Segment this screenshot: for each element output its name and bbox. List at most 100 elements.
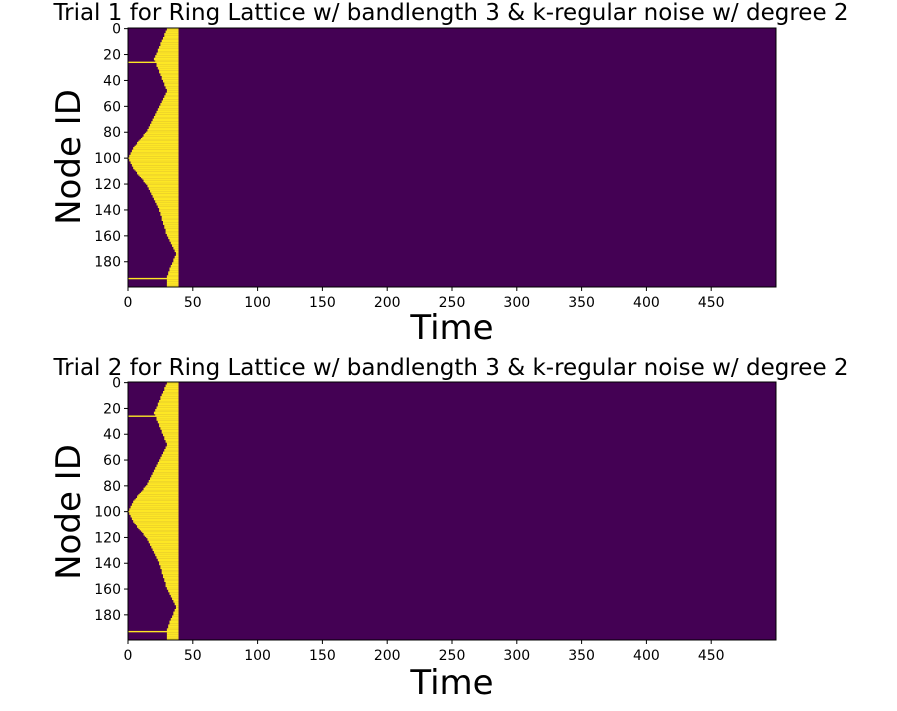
heatmap-row-active-node-192 (166, 629, 179, 632)
heatmap-row-active-node-113 (138, 174, 179, 176)
heatmap-row-active-node-129 (152, 548, 179, 550)
heatmap-row-active-node-34 (159, 425, 179, 428)
plot-area: 0 50 100 150 200 250 300 350 400 450 0 20 40 60 80 100 1… (94, 22, 777, 311)
x-tick-label: 300 (503, 648, 530, 664)
heatmap-row-active-node-54 (162, 451, 179, 453)
heatmap-row-active-node-28 (156, 64, 179, 66)
heatmap-row-active-node-1 (166, 383, 179, 385)
heatmap-row-active-node-99 (129, 156, 179, 158)
heatmap-row-active-node-48 (166, 90, 179, 92)
heatmap-row-active-node-182 (172, 616, 179, 619)
heatmap-row-active-node-168 (172, 598, 179, 601)
heatmap-row-active-node-156 (165, 583, 179, 585)
y-tick-label: 100 (94, 151, 121, 167)
heatmap-row-active-node-110 (135, 523, 179, 526)
heatmap-row-active-node-109 (134, 169, 179, 171)
heatmap-row-active-node-20 (156, 407, 179, 410)
heatmap-row-active-node-187 (169, 623, 179, 625)
heatmap-row-active-node-39 (161, 78, 179, 80)
heatmap-row-active-node-122 (147, 539, 179, 541)
heatmap-row-active-node-121 (147, 184, 179, 187)
heatmap-row-active-node-50 (165, 446, 179, 448)
heatmap-background (128, 28, 776, 287)
heatmap-row-active-node-37 (161, 75, 179, 78)
heatmap-row-active-node-79 (147, 130, 179, 132)
heatmap-row-active-node-147 (161, 571, 179, 573)
heatmap-row-active-node-102 (129, 513, 179, 515)
heatmap-row-active-node-148 (161, 572, 179, 575)
heatmap-row-active-node-61 (159, 106, 179, 109)
heatmap-row-active-node-31 (157, 421, 179, 424)
heatmap-row-active-node-74 (150, 477, 179, 479)
y-tick-label: 120 (94, 177, 121, 193)
heatmap-row-active-node-3 (165, 385, 179, 388)
heatmap-row-active-node-39 (161, 432, 179, 434)
heatmap-row-active-node-136 (156, 557, 179, 559)
heatmap-row-active-node-112 (137, 526, 179, 528)
y-tick-label: 0 (112, 22, 121, 38)
heatmap-row-active-node-123 (148, 540, 179, 543)
heatmap-row-active-node-41 (162, 81, 179, 83)
heatmap-row-active-node-18 (157, 405, 179, 407)
heatmap-row-active-node-11 (160, 396, 179, 398)
heatmap-row-active-node-199 (166, 285, 179, 288)
x-tick-label: 100 (244, 648, 271, 664)
heatmap-row-active-node-69 (153, 470, 179, 473)
heatmap-row-active-node-10 (161, 394, 179, 397)
heatmap-row-active-node-135 (156, 556, 179, 558)
heatmap-row-active-node-101 (129, 512, 179, 514)
heatmap-row-active-node-171 (174, 249, 179, 251)
heatmap-row-active-node-12 (160, 397, 179, 399)
heatmap-row-active-node-160 (166, 235, 179, 237)
heatmap-row-active-node-127 (151, 192, 179, 194)
heatmap-row-active-node-163 (169, 239, 179, 241)
heatmap-row-active-node-72 (151, 121, 179, 123)
heatmap-row-active-node-93 (133, 148, 179, 150)
heatmap-row-active-node-78 (147, 128, 179, 131)
heatmap-row-active-node-33 (159, 424, 179, 426)
heatmap-row-active-node-172 (174, 250, 179, 253)
heatmap-row-active-node-159 (166, 233, 179, 236)
heatmap-row-active-node-49 (166, 91, 179, 93)
heatmap-row-active-node-96 (130, 505, 179, 508)
heatmap-row-active-node-22 (155, 410, 179, 412)
heatmap-row-active-node-65 (156, 112, 179, 114)
heatmap-row-active-node-16 (157, 48, 179, 51)
heatmap-row-active-node-107 (133, 166, 179, 168)
x-tick-label: 0 (124, 648, 133, 664)
heatmap-row-active-node-128 (151, 547, 179, 549)
heatmap-row-active-node-17 (157, 403, 179, 406)
heatmap-row-active-node-15 (159, 47, 179, 49)
y-axis-label: Node ID (49, 444, 89, 580)
heatmap-row-active-node-83 (143, 489, 179, 491)
heatmap-row-active-node-155 (165, 581, 179, 584)
heatmap-row-active-node-55 (162, 452, 179, 455)
heatmap-row-active-node-123 (148, 187, 179, 189)
heatmap-row-active-node-44 (164, 84, 179, 87)
heatmap-row-active-node-194 (166, 632, 179, 634)
heatmap-row-active-node-36 (160, 74, 179, 76)
heatmap-row-active-node-103 (130, 161, 179, 163)
heatmap-row-active-node-164 (169, 240, 179, 242)
x-tick-label: 350 (568, 648, 595, 664)
heatmap-row-active-node-3 (165, 31, 179, 34)
heatmap-row-active-node-74 (150, 123, 179, 126)
y-tick-label: 80 (103, 125, 121, 141)
heatmap-row-active-node-114 (139, 529, 179, 531)
heatmap-row-active-node-119 (144, 182, 179, 184)
heatmap-row-active-node-90 (135, 144, 179, 146)
heatmap-row-active-node-47 (166, 88, 179, 91)
x-tick-label: 150 (309, 295, 336, 311)
heatmap-row-active-node-23 (153, 411, 179, 414)
heatmap-row-active-node-131 (153, 550, 179, 553)
heatmap-row-active-node-158 (165, 232, 179, 234)
x-tick-label: 200 (374, 295, 401, 311)
heatmap-row-active-node-159 (166, 587, 179, 589)
heatmap-row-active-node-178 (173, 258, 179, 260)
heatmap-row-active-node-19 (156, 52, 179, 54)
heatmap-row-active-node-109 (134, 522, 179, 524)
heatmap-row-active-node-60 (159, 459, 179, 461)
heatmap-row-active-node-141 (159, 563, 179, 566)
y-tick-label: 20 (103, 48, 121, 64)
